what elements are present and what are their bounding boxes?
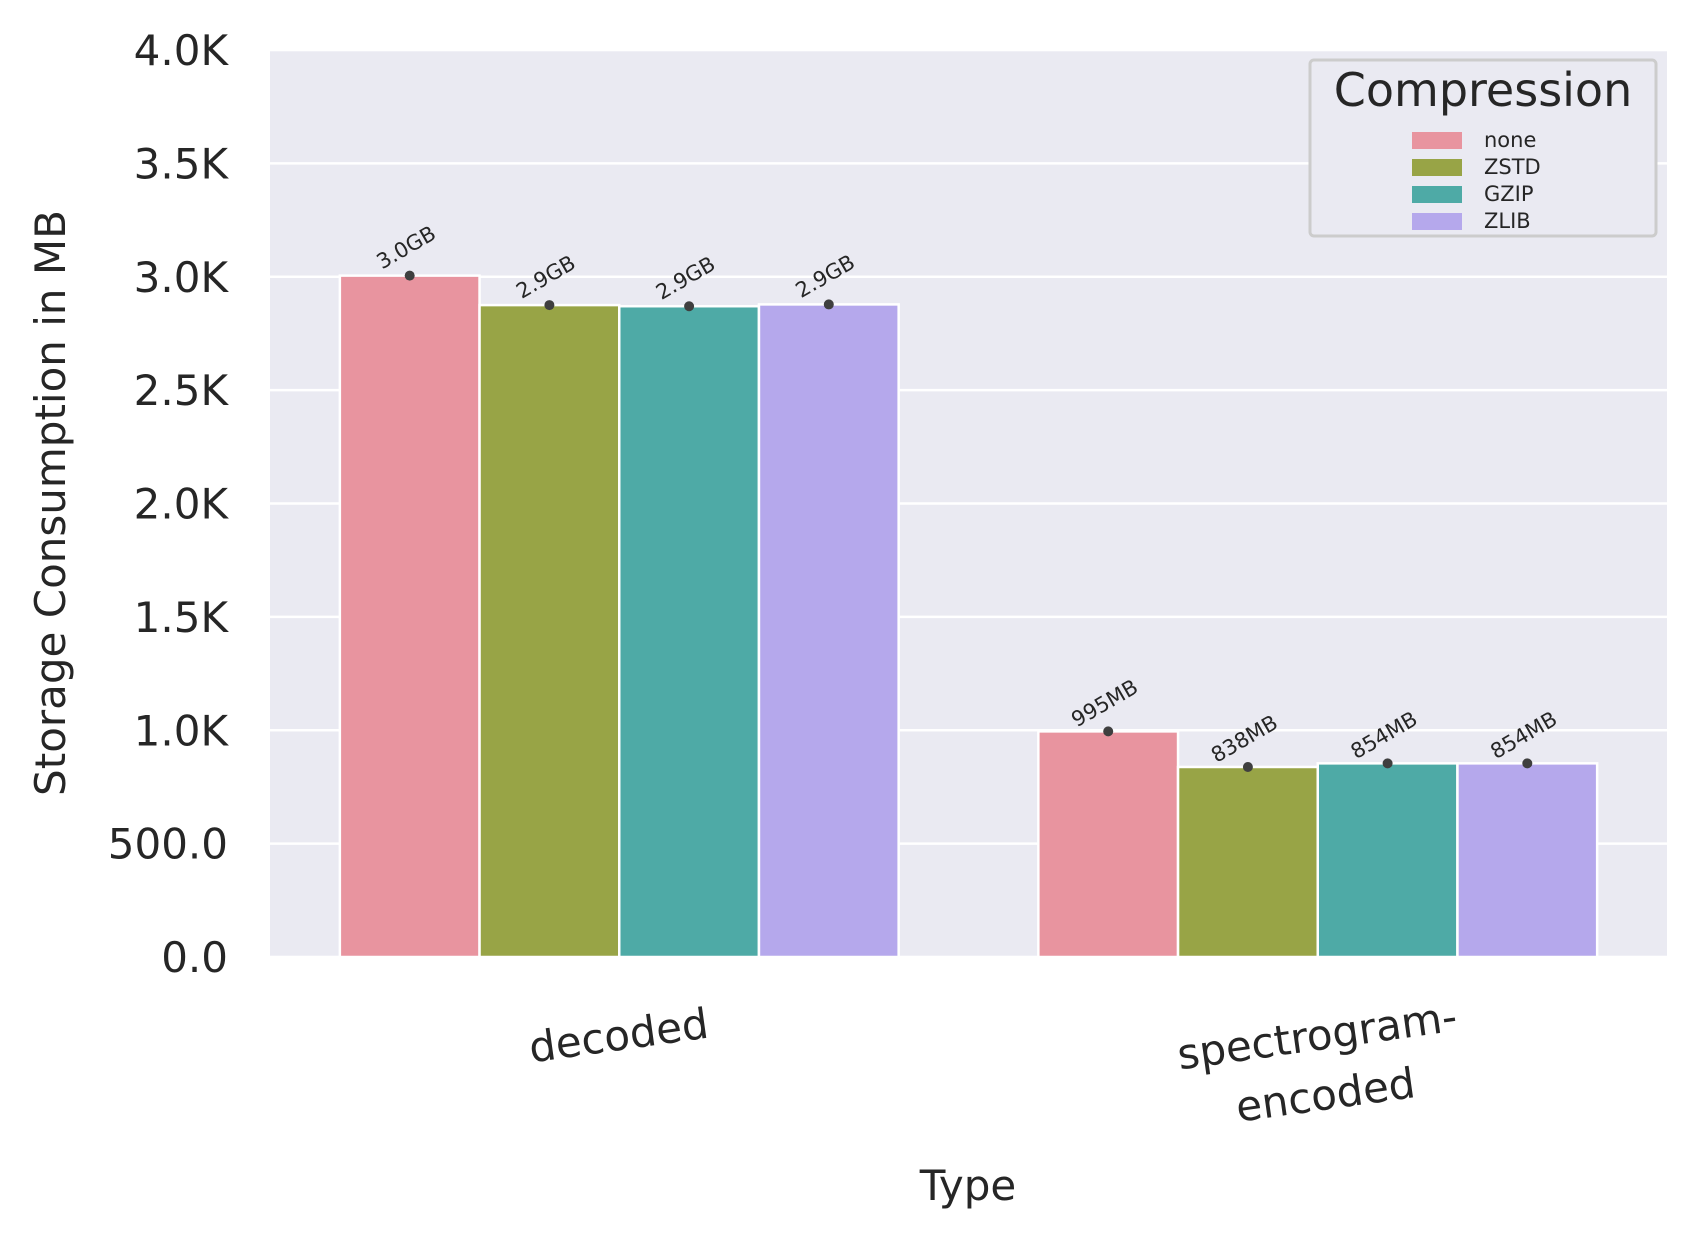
legend-label: ZSTD (1484, 155, 1541, 179)
legend-box (1308, 58, 1658, 238)
x-axis-label: Type (919, 1161, 1016, 1210)
bar (338, 274, 481, 959)
y-tick-label: 2.0K (134, 480, 230, 529)
x-tick-label-line: decoded (526, 999, 712, 1073)
y-axis-label: Storage Consumption in MB (26, 210, 75, 796)
bar (618, 304, 761, 959)
y-tick-label: 1.5K (134, 593, 230, 642)
x-tick-label: spectrogram-encoded (1174, 992, 1460, 1132)
bar (1316, 762, 1459, 959)
legend-swatch (1412, 186, 1462, 203)
legend-swatch (1412, 159, 1462, 176)
y-tick-label: 2.5K (134, 366, 230, 415)
legend[interactable]: Compression none ZSTD GZIP ZLIB (1308, 58, 1658, 238)
legend-swatch (1412, 213, 1462, 230)
y-tick-label: 1.0K (134, 706, 230, 755)
legend-label: none (1484, 128, 1536, 152)
x-axis-ticks: decoded spectrogram-encoded (526, 992, 1460, 1132)
bar-point (404, 270, 415, 281)
x-tick-label-line: encoded (1233, 1058, 1418, 1132)
y-axis-ticks: 0.0 500.0 1.0K 1.5K 2.0K 2.5K 3.0K 3.5K 4.0K (108, 26, 230, 982)
x-tick-label: decoded (526, 999, 712, 1073)
legend-swatch (1412, 132, 1462, 149)
y-tick-label: 4.0K (134, 26, 230, 75)
bar-point (544, 300, 555, 311)
x-tick-label-line: spectrogram- (1174, 992, 1460, 1080)
legend-title: Compression (1334, 63, 1632, 117)
bar (1037, 730, 1180, 959)
y-tick-label: 3.0K (134, 253, 230, 302)
bar (1176, 765, 1320, 959)
bar-point (684, 301, 695, 312)
bar-point (1382, 758, 1393, 769)
y-tick-label: 0.0 (161, 933, 228, 982)
bar-point (823, 299, 834, 310)
bar (478, 303, 621, 959)
legend-label: ZLIB (1484, 209, 1531, 233)
y-tick-label: 500.0 (108, 820, 228, 869)
bar-point (1103, 726, 1114, 737)
bar (1456, 762, 1599, 959)
bar-point (1522, 758, 1533, 769)
y-tick-label: 3.5K (134, 139, 230, 188)
bar (757, 303, 900, 959)
legend-label: GZIP (1484, 182, 1534, 206)
bar-point (1242, 761, 1253, 772)
